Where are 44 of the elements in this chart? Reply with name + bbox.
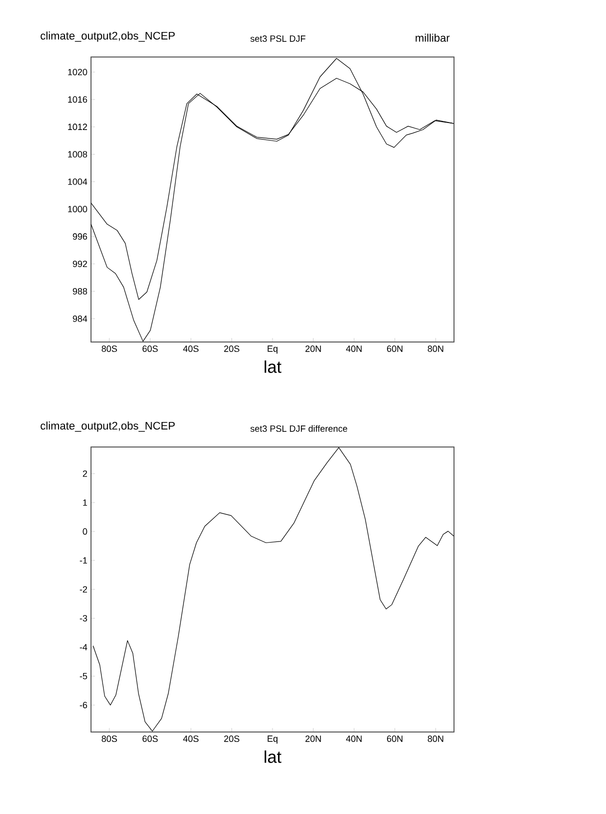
y-tick-label: 992 [72,260,88,268]
y-tick-label: -3 [80,615,88,622]
x-tick-label: 20S [224,736,240,742]
x-tick-label: 60N [387,346,402,352]
y-tick-label: 1000 [68,206,88,212]
y-tick-label: -6 [80,702,88,708]
x-tick-label: 40N [346,736,362,742]
y-tick-label: 1 [83,499,88,506]
chart-title: climate_output2,obs_NCEP [40,422,175,432]
x-tick-label: 60S [142,346,158,352]
y-tick-label: 1020 [68,68,88,76]
x-tick-label: Eq [268,736,278,744]
y-tick-label: 1008 [68,151,88,158]
chart-subtitle: set3 PSL DJF difference [250,425,348,432]
x-tick-label: 80S [102,736,117,742]
y-tick-label: 1016 [68,96,88,103]
y-tick-label: -5 [80,673,88,680]
y-tick-label: 0 [82,528,88,535]
x-tick-label: 80N [428,736,444,742]
y-tick-label: 984 [72,316,88,322]
x-axis-title: lat [264,360,282,373]
x-tick-label: 40S [183,346,199,352]
x-tick-label: 80S [102,346,117,352]
x-tick-label: 20S [224,346,240,352]
y-tick-label: 2 [82,470,88,477]
x-tick-label: 40N [346,346,362,352]
x-tick-label: 80N [428,346,444,352]
y-tick-label: 1012 [68,124,88,130]
x-tick-label: 60N [387,736,402,742]
x-tick-label: 20N [305,736,321,742]
y-tick-label: -4 [80,644,88,650]
y-tick-label: -1 [80,557,88,564]
y-tick-label: -2 [80,586,88,592]
x-tick-label: 40S [183,736,199,742]
x-tick-label: 20N [305,346,321,352]
x-tick-label: Eq [268,346,278,354]
text: millibar [416,34,450,42]
y-tick-label: 996 [72,233,88,240]
chart-title: climate_output2,obs_NCEP [40,32,175,42]
x-axis-title: lat [264,750,282,763]
y-tick-label: 988 [72,288,88,294]
x-tick-label: 60S [142,736,158,742]
y-tick-label: 1004 [68,178,88,185]
chart-subtitle: set3 PSL DJF [250,35,306,42]
